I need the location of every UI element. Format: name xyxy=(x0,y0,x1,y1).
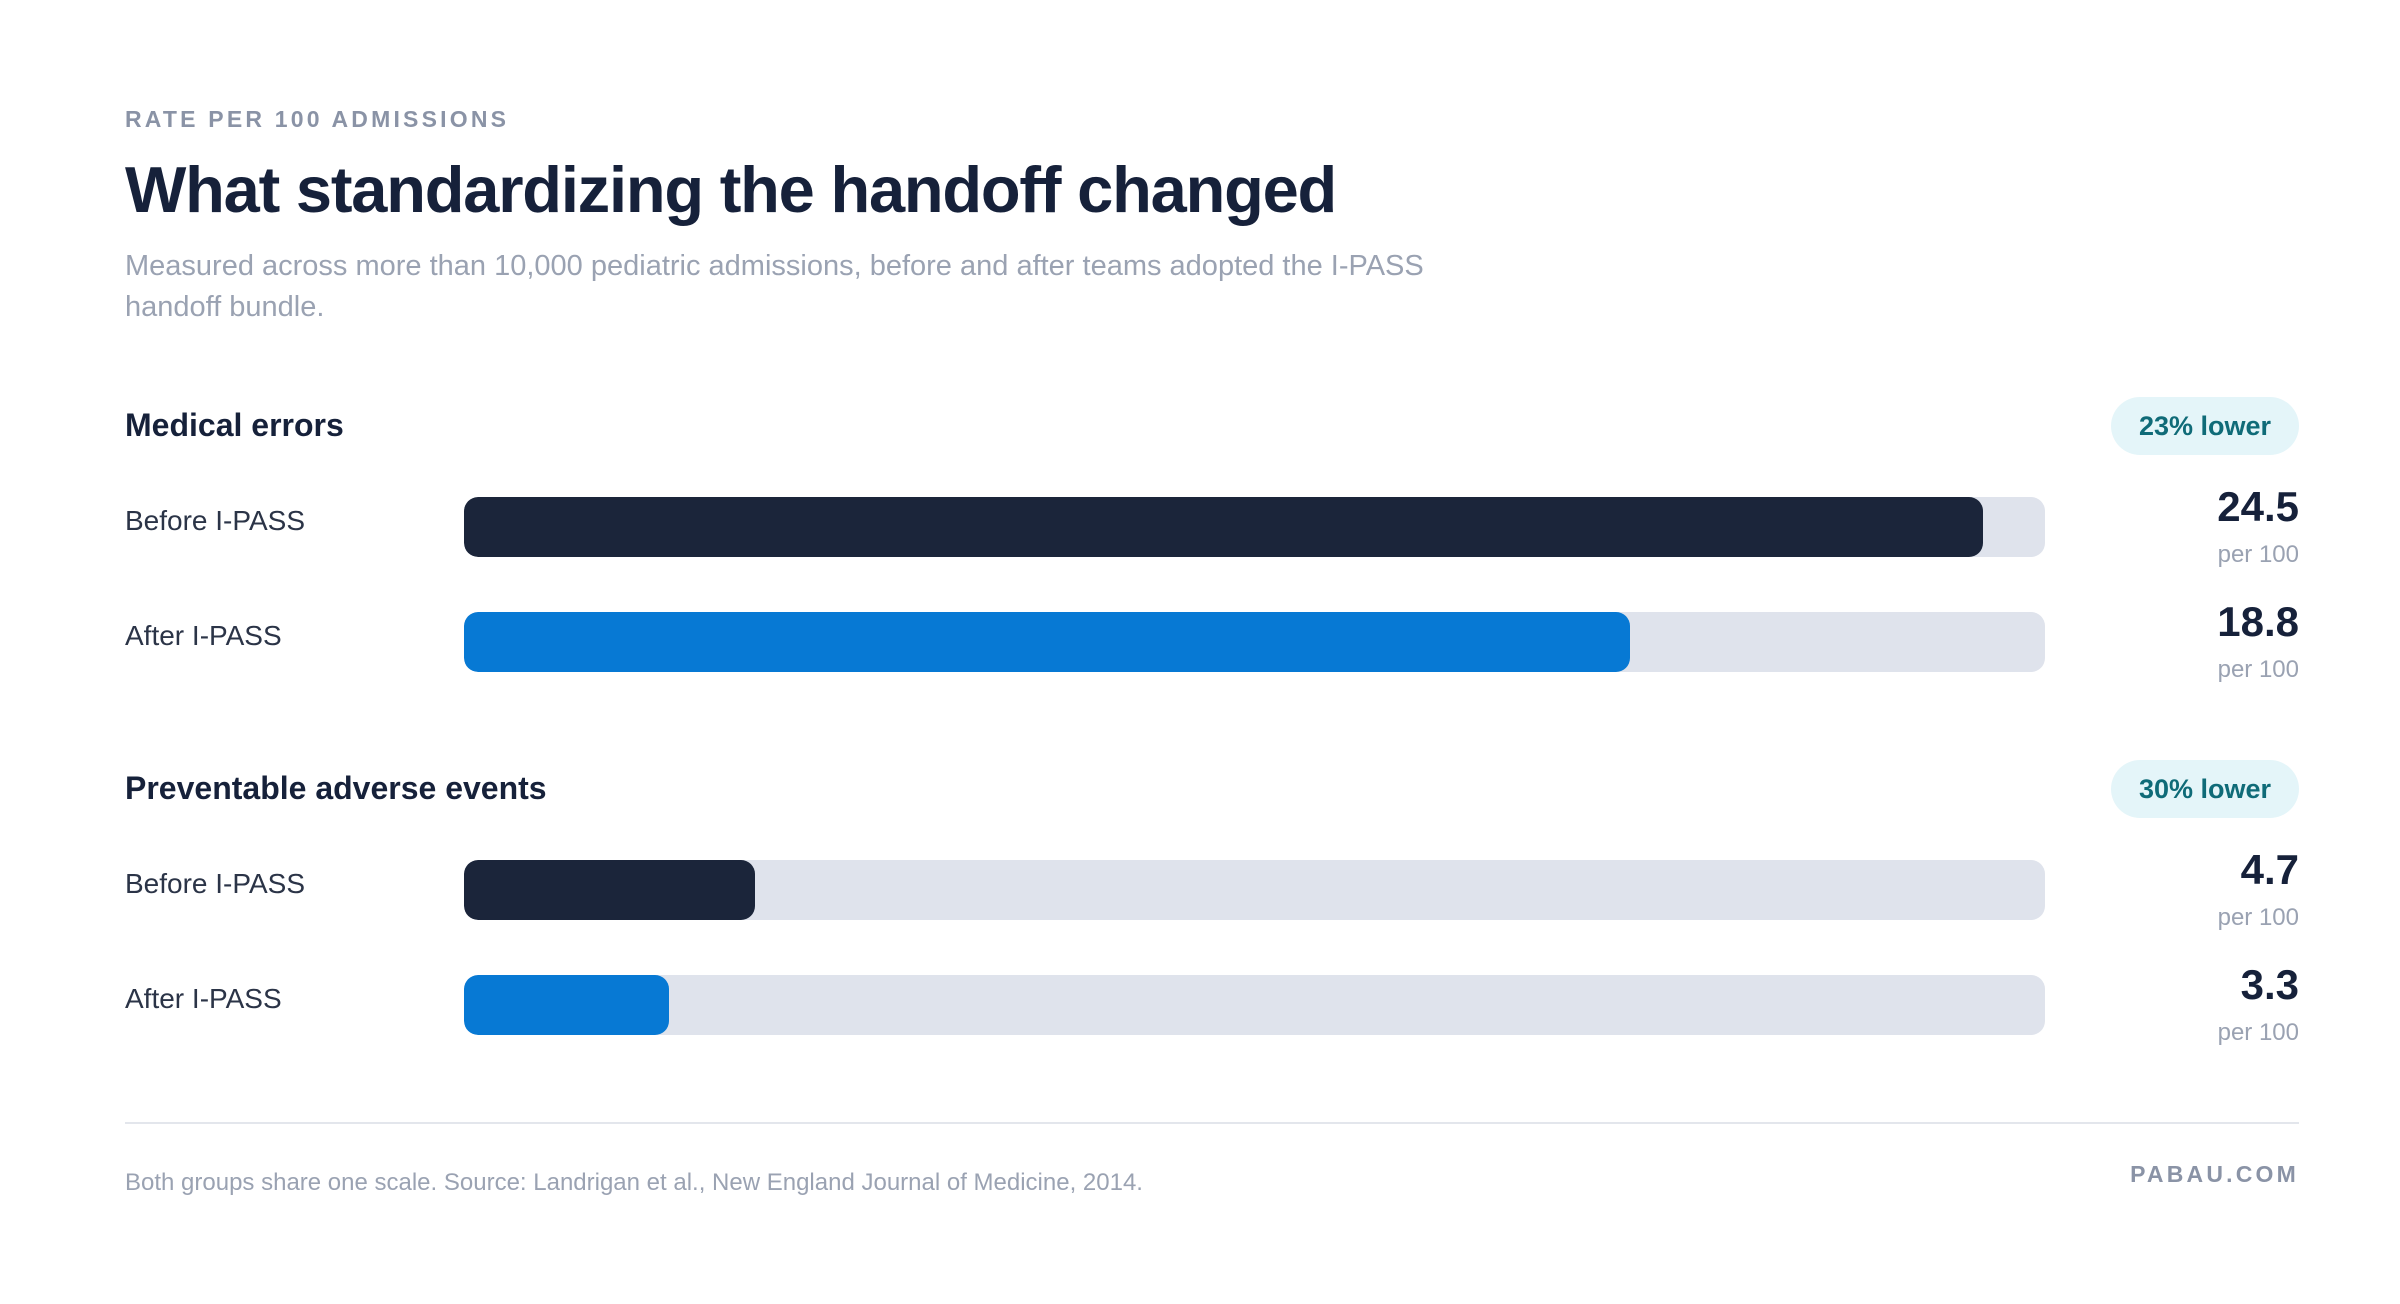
source-note: Both groups share one scale. Source: Lan… xyxy=(125,1169,1143,1196)
group-header: Preventable adverse events 30% lower xyxy=(125,760,2299,818)
bar-track xyxy=(464,975,2045,1035)
bar-unit: per 100 xyxy=(2217,541,2299,568)
bar-label: After I-PASS xyxy=(125,620,282,651)
page-subtitle: Measured across more than 10,000 pediatr… xyxy=(125,250,1424,323)
bar-unit: per 100 xyxy=(2217,904,2299,931)
eyebrow-label: RATE PER 100 ADMISSIONS xyxy=(125,106,510,132)
bar-label: Before I-PASS xyxy=(125,505,306,536)
group-title: Medical errors xyxy=(125,407,344,443)
bar-label: After I-PASS xyxy=(125,983,282,1014)
bar-value: 18.8 xyxy=(2217,598,2299,645)
chart-card: RATE PER 100 ADMISSIONS What standardizi… xyxy=(125,0,2299,1304)
brand-mark: PABAU.COM xyxy=(2130,1161,2299,1187)
bar-unit: per 100 xyxy=(2217,1019,2299,1046)
change-badge: 30% lower xyxy=(2110,760,2299,818)
footer-divider xyxy=(125,1122,2299,1124)
bar-track xyxy=(464,497,2045,557)
bar-label: Before I-PASS xyxy=(125,868,306,899)
bar-row: After I-PASS 3.3 per 100 xyxy=(125,961,2299,1046)
group-title: Preventable adverse events xyxy=(125,770,547,806)
bar-value: 4.7 xyxy=(2240,846,2299,893)
bar-fill xyxy=(464,497,1983,557)
bar-fill xyxy=(464,612,1630,672)
bar-fill xyxy=(464,975,669,1035)
bar-track xyxy=(464,860,2045,920)
bar-fill xyxy=(464,860,755,920)
bar-row: Before I-PASS 4.7 per 100 xyxy=(125,846,2299,931)
bar-value: 24.5 xyxy=(2217,483,2299,530)
change-badge: 23% lower xyxy=(2110,397,2299,455)
bar-track xyxy=(464,612,2045,672)
page-title: What standardizing the handoff changed xyxy=(125,153,1337,226)
bar-row: After I-PASS 18.8 per 100 xyxy=(125,598,2299,683)
bar-unit: per 100 xyxy=(2217,656,2299,683)
bar-row: Before I-PASS 24.5 per 100 xyxy=(125,483,2299,568)
bar-value: 3.3 xyxy=(2240,961,2299,1008)
group-header: Medical errors 23% lower xyxy=(125,397,2299,455)
